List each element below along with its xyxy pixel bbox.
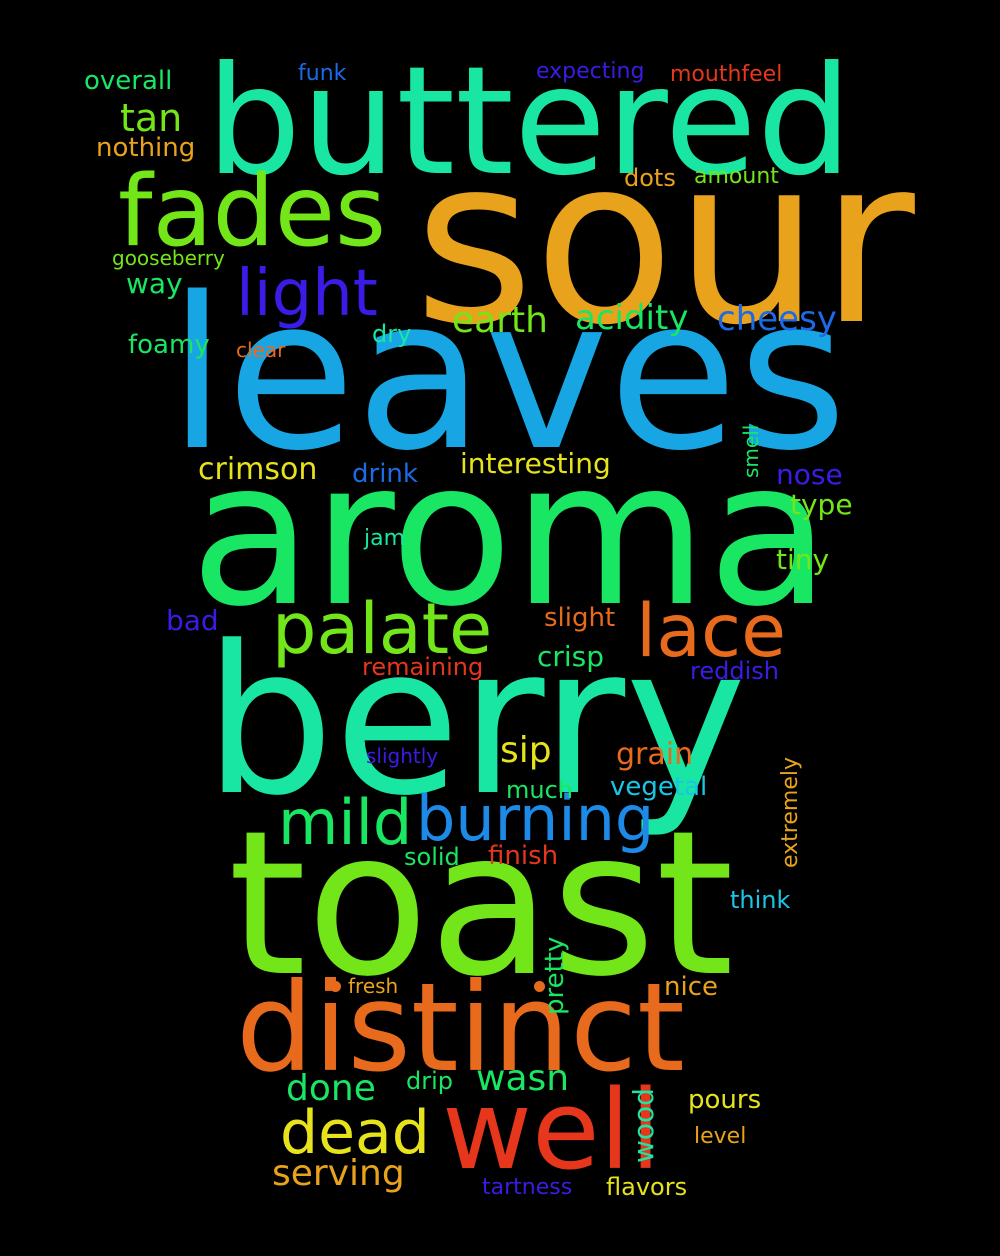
word-tiny: tiny bbox=[776, 543, 830, 576]
word-much: much bbox=[506, 776, 573, 804]
word-overall: overall bbox=[84, 66, 173, 96]
word-aroma: aroma bbox=[190, 418, 831, 651]
word-drink: drink bbox=[352, 459, 418, 489]
word-tartness: tartness bbox=[482, 1175, 573, 1200]
word-wasn: wasn bbox=[476, 1058, 570, 1099]
word-level: level bbox=[694, 1124, 747, 1149]
word-finish: finish bbox=[488, 841, 559, 871]
word-nice: nice bbox=[664, 972, 718, 1002]
word-serving: serving bbox=[272, 1153, 405, 1194]
word-fresh: fresh bbox=[348, 974, 399, 998]
word-light: light bbox=[236, 257, 378, 331]
word-pretty: pretty bbox=[540, 936, 570, 1015]
word-bad: bad bbox=[166, 604, 219, 637]
word-pours: pours bbox=[688, 1085, 762, 1115]
word-palate: palate bbox=[272, 588, 493, 670]
word-funk: funk bbox=[298, 61, 347, 86]
word-gooseberry: gooseberry bbox=[112, 246, 225, 270]
word-clear: clear bbox=[236, 338, 286, 362]
dot bbox=[330, 981, 341, 992]
word-foamy: foamy bbox=[128, 330, 210, 360]
word-drip: drip bbox=[406, 1067, 454, 1095]
word-burning: burning bbox=[416, 782, 655, 855]
word-buttered: buttered bbox=[206, 35, 853, 209]
word-sip: sip bbox=[500, 730, 552, 771]
word-flavors: flavors bbox=[606, 1173, 688, 1201]
word-jam: jam bbox=[364, 526, 406, 551]
word-solid: solid bbox=[404, 843, 460, 871]
word-way: way bbox=[126, 267, 183, 300]
word-toast: toast bbox=[228, 788, 734, 1021]
word-expecting: expecting bbox=[536, 59, 645, 84]
word-mouthfeel: mouthfeel bbox=[670, 62, 783, 87]
word-cheesy: cheesy bbox=[717, 299, 837, 339]
word-tan: tan bbox=[120, 96, 183, 140]
word-slightly: slightly bbox=[366, 744, 439, 768]
word-dry: dry bbox=[372, 320, 412, 348]
word-crisp: crisp bbox=[537, 640, 605, 673]
word-amount: amount bbox=[694, 164, 779, 189]
word-dots: dots bbox=[624, 164, 676, 192]
word-extremely: extremely bbox=[778, 757, 803, 868]
word-dead: dead bbox=[280, 1098, 430, 1168]
word-distinct: distinct bbox=[236, 957, 685, 1099]
word-wood: wood bbox=[627, 1088, 660, 1163]
word-lace: lace bbox=[636, 589, 787, 674]
word-mild: mild bbox=[278, 786, 413, 859]
word-done: done bbox=[286, 1068, 376, 1109]
word-acidity: acidity bbox=[575, 298, 689, 338]
word-berry: berry bbox=[204, 603, 747, 841]
word-earth: earth bbox=[452, 300, 548, 341]
word-sour: sour bbox=[414, 109, 915, 376]
word-vegetal: vegetal bbox=[610, 772, 708, 802]
word-type: type bbox=[790, 488, 853, 521]
word-leaves: leaves bbox=[168, 252, 848, 497]
word-well: well bbox=[442, 1066, 661, 1194]
word-grain: grain bbox=[616, 737, 694, 772]
word-remaining: remaining bbox=[362, 653, 484, 681]
word-nose: nose bbox=[776, 458, 843, 491]
word-fades: fades bbox=[118, 155, 387, 269]
word-nothing: nothing bbox=[96, 133, 196, 163]
word-smell: smell bbox=[739, 424, 763, 478]
word-reddish: reddish bbox=[690, 657, 779, 685]
word-slight: slight bbox=[544, 603, 616, 633]
word-crimson: crimson bbox=[198, 452, 318, 487]
dot bbox=[534, 981, 545, 992]
word-think: think bbox=[730, 886, 791, 914]
word-interesting: interesting bbox=[460, 447, 611, 480]
